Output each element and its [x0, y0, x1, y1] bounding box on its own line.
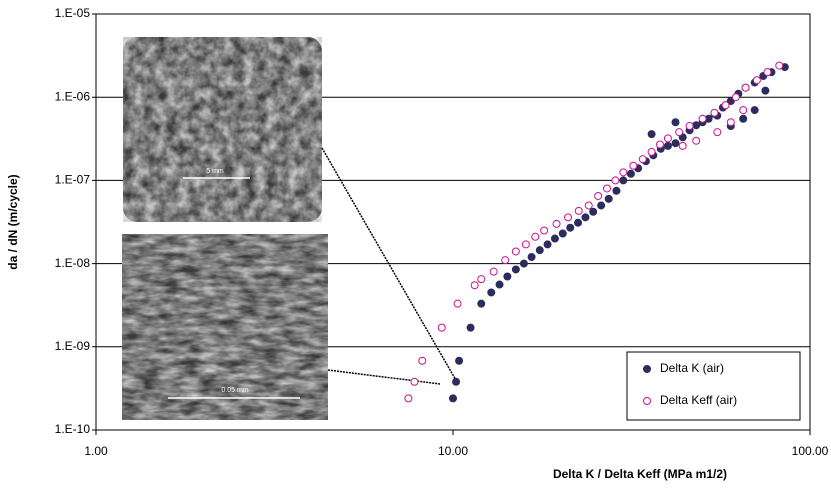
point — [675, 128, 684, 137]
point — [663, 141, 672, 150]
point — [611, 176, 620, 185]
legend-marker — [643, 397, 651, 405]
point — [612, 186, 621, 195]
point — [602, 184, 611, 193]
point — [543, 240, 552, 249]
point — [581, 213, 590, 222]
point — [511, 247, 520, 256]
point — [629, 161, 638, 170]
point — [647, 147, 656, 156]
point — [763, 68, 772, 77]
inset-texture — [122, 234, 328, 420]
point — [604, 194, 613, 203]
point — [619, 176, 628, 185]
point — [752, 76, 761, 85]
point — [404, 394, 413, 403]
point — [574, 206, 583, 215]
point — [750, 106, 759, 115]
point — [597, 201, 606, 210]
point — [647, 130, 656, 139]
point — [501, 256, 510, 265]
point — [678, 141, 687, 150]
scale-label: 0.05 mm — [221, 387, 248, 394]
point — [410, 377, 419, 386]
x-tick-label: 10.00 — [438, 444, 468, 458]
x-axis-title: Delta K / Delta Keff (MPa m1/2) — [553, 467, 727, 481]
point — [550, 234, 559, 243]
point — [655, 140, 664, 149]
point — [626, 169, 635, 178]
point — [470, 281, 479, 290]
point — [671, 118, 680, 127]
point — [477, 275, 486, 284]
x-tick-label: 100.00 — [792, 444, 829, 458]
x-tick-label: 1.00 — [84, 444, 108, 458]
point — [535, 246, 544, 255]
point — [731, 93, 740, 102]
point — [685, 122, 694, 131]
y-tick-label: 1.E-06 — [55, 89, 91, 103]
point — [564, 213, 573, 222]
point — [552, 219, 561, 228]
point — [452, 377, 461, 386]
point — [519, 259, 528, 268]
legend: Delta K (air) Delta Keff (air) — [626, 351, 801, 421]
point — [455, 356, 464, 365]
insets: 5 mm 0.05 mm — [122, 37, 458, 420]
point — [566, 223, 575, 232]
point — [671, 139, 680, 148]
point — [584, 201, 593, 210]
y-tick-label: 1.E-07 — [55, 173, 91, 187]
point — [761, 86, 770, 95]
point — [531, 232, 540, 241]
point — [775, 61, 784, 70]
legend-box — [626, 351, 801, 421]
point — [713, 128, 722, 137]
point — [692, 136, 701, 145]
point — [619, 168, 628, 177]
y-tick-label: 1.E-10 — [55, 422, 91, 436]
point — [449, 394, 457, 403]
point — [638, 155, 647, 164]
point — [594, 191, 603, 200]
legend-label: Delta K (air) — [660, 361, 724, 375]
point — [574, 218, 583, 227]
point — [710, 108, 719, 117]
point — [489, 267, 498, 276]
point — [558, 229, 567, 238]
y-tick-label: 1.E-05 — [55, 6, 91, 20]
point — [503, 272, 512, 281]
point — [739, 114, 748, 123]
point — [511, 265, 520, 274]
inset-texture — [123, 37, 322, 222]
point — [437, 323, 446, 332]
point — [477, 299, 486, 308]
scale-label: 5 mm — [206, 168, 224, 175]
marks — [404, 61, 789, 403]
point — [589, 207, 598, 216]
point — [663, 134, 672, 143]
legend-marker — [643, 365, 651, 373]
point — [540, 226, 549, 235]
point — [741, 83, 750, 92]
point — [527, 253, 536, 262]
leader-line — [321, 147, 458, 383]
point — [453, 299, 462, 308]
leader-line — [327, 369, 441, 385]
point — [521, 240, 530, 249]
y-tick-label: 1.E-08 — [55, 256, 91, 270]
point — [495, 280, 504, 289]
point — [698, 114, 707, 123]
legend-label: Delta Keff (air) — [660, 393, 737, 407]
point — [739, 106, 748, 115]
point — [466, 323, 475, 332]
point — [721, 101, 730, 110]
point — [726, 118, 735, 127]
point — [487, 288, 496, 297]
y-axis-title: da / dN (m/cycle) — [6, 174, 20, 269]
point — [418, 356, 427, 365]
y-tick-label: 1.E-09 — [55, 339, 91, 353]
